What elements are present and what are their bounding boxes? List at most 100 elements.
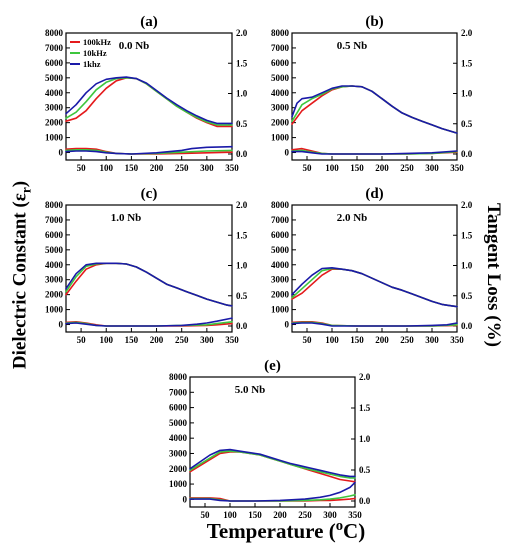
y-tick-label: 7000: [271, 215, 290, 225]
y-tick-label: 6000: [169, 403, 188, 413]
y2-tick-label: 0.5: [236, 119, 248, 129]
y-axis-left-title-sub: r: [18, 187, 34, 194]
y-tick-label: 5000: [45, 245, 64, 255]
chart-panel-2: 50 100 150 200 250 300 350 0 1000 2000 3000 4000 500…: [271, 14, 473, 173]
x-tick-label: 350: [450, 335, 464, 345]
y2-tick-label: 1.5: [359, 403, 371, 413]
y-tick-label: 8000: [271, 28, 290, 38]
y-tick-label: 2000: [271, 290, 290, 300]
series-line-10khz-dielectric: [189, 450, 356, 479]
x-tick-label: 50: [303, 163, 313, 173]
x-axis-title: Temperature (oC): [207, 518, 365, 544]
y-tick-label: 5000: [169, 418, 188, 428]
y-tick-label: 5000: [271, 73, 290, 83]
y2-tick-label: 0.0: [359, 496, 371, 506]
x-tick-label: 350: [225, 163, 239, 173]
x-tick-label: 200: [150, 335, 164, 345]
y2-tick-label: 0.0: [236, 321, 248, 331]
legend-label-10khz: 10kHz: [83, 48, 107, 58]
y-tick-label: 1000: [45, 305, 64, 315]
y-tick-label: 8000: [169, 372, 188, 382]
x-tick-label: 150: [125, 163, 139, 173]
y-tick-label: 3000: [169, 448, 188, 458]
x-tick-label: 100: [99, 335, 113, 345]
x-tick-label: 200: [150, 163, 164, 173]
x-tick-label: 300: [200, 163, 214, 173]
y2-tick-label: 1.5: [461, 58, 473, 68]
x-axis-title-main: Temperature (: [206, 519, 336, 543]
composition-annotation: 0.0 Nb: [119, 40, 150, 52]
x-axis-title-tail: C): [343, 519, 366, 543]
x-tick-label: 100: [223, 510, 237, 520]
y2-tick-label: 2.0: [461, 28, 473, 38]
y-tick-label: 4000: [45, 88, 64, 98]
y-tick-label: 1000: [169, 479, 188, 489]
y2-tick-label: 0.5: [461, 119, 473, 129]
chart-panel-4: 50 100 150 200 250 300 350 0 1000 2000 3000 4000 500…: [271, 186, 473, 345]
y-tick-label: 2000: [45, 290, 64, 300]
y-axis-right-title: Tangent Loss (%): [483, 203, 504, 347]
y-tick-label: 3000: [45, 275, 64, 285]
series-line-1khz-loss: [291, 150, 458, 155]
y-tick-label: 7000: [169, 387, 188, 397]
legend-label-100khz: 100kHz: [83, 37, 111, 47]
composition-annotation: 0.5 Nb: [337, 40, 368, 52]
x-tick-label: 200: [375, 163, 389, 173]
x-tick-label: 300: [200, 335, 214, 345]
series-line-1khz-loss: [291, 322, 458, 327]
y-tick-label: 4000: [169, 433, 188, 443]
y-tick-label: 3000: [271, 275, 290, 285]
y-tick-label: 2000: [169, 464, 188, 474]
x-tick-label: 50: [77, 163, 87, 173]
y-tick-label: 6000: [45, 230, 64, 240]
plot-frame: [65, 204, 233, 333]
series-line-1khz-dielectric: [291, 85, 458, 134]
chart-panel-3: 50 100 150 200 250 300 350 0 1000 2000 3000 4000 500…: [45, 186, 248, 345]
series-line-1khz-loss: [189, 481, 356, 502]
composition-annotation: 1.0 Nb: [111, 212, 142, 224]
y-tick-label: 7000: [45, 43, 64, 53]
x-tick-label: 150: [125, 335, 139, 345]
y2-tick-label: 0.5: [236, 291, 248, 301]
y-tick-label: 2000: [271, 118, 290, 128]
y-tick-label: 8000: [45, 200, 64, 210]
y-tick-label: 0: [183, 494, 188, 504]
x-tick-label: 300: [425, 163, 439, 173]
y2-tick-label: 0.5: [359, 465, 371, 475]
plot-frame: [291, 32, 458, 161]
composition-annotation: 5.0 Nb: [235, 384, 266, 396]
y2-tick-label: 2.0: [236, 28, 248, 38]
y2-tick-label: 1.5: [236, 58, 248, 68]
y2-tick-label: 0.0: [461, 149, 473, 159]
y-tick-label: 1000: [271, 305, 290, 315]
panel-label: (b): [365, 14, 383, 30]
x-tick-label: 100: [99, 163, 113, 173]
legend-label-1khz: 1khz: [83, 59, 101, 69]
y2-tick-label: 2.0: [236, 200, 248, 210]
y2-tick-label: 1.0: [461, 261, 473, 271]
panel-label: (e): [264, 358, 281, 374]
x-tick-label: 50: [77, 335, 87, 345]
y2-tick-label: 1.0: [236, 89, 248, 99]
plot-frame: [189, 376, 356, 508]
plot-frame: [291, 204, 458, 333]
y2-tick-label: 1.5: [461, 230, 473, 240]
y-tick-label: 8000: [271, 200, 290, 210]
y-axis-left-title-tail: ): [9, 180, 31, 188]
series-line-1khz-dielectric: [291, 266, 458, 308]
y2-tick-label: 2.0: [359, 372, 371, 382]
y2-tick-label: 1.0: [236, 261, 248, 271]
y-tick-label: 1000: [271, 133, 290, 143]
chart-panel-1: 50 100 150 200 250 300 350 0 1000 2000 3000 4000 500…: [45, 14, 248, 173]
y-tick-label: 4000: [271, 260, 290, 270]
x-axis-title-sup: o: [335, 518, 344, 534]
x-tick-label: 250: [400, 163, 414, 173]
y-tick-label: 3000: [45, 103, 64, 113]
x-tick-label: 350: [225, 335, 239, 345]
y2-tick-label: 1.5: [236, 230, 248, 240]
y-tick-label: 5000: [45, 73, 64, 83]
y2-tick-label: 2.0: [461, 200, 473, 210]
y-tick-label: 0: [285, 320, 290, 330]
y-axis-left-title: Dielectric Constant (εr): [10, 181, 35, 369]
